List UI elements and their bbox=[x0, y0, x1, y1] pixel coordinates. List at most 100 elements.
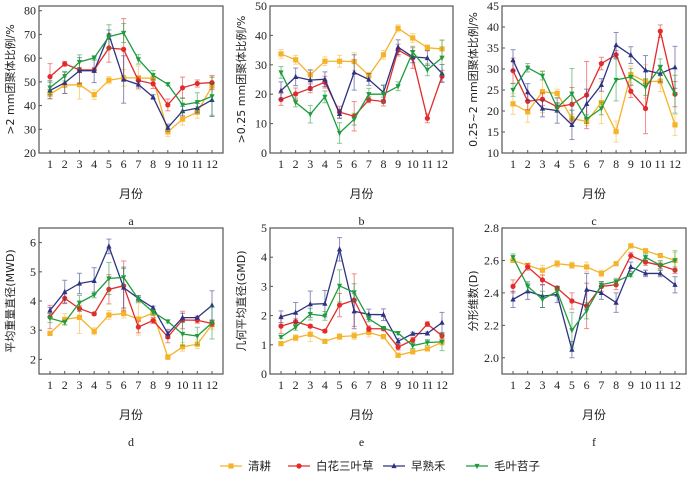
data-point bbox=[395, 25, 401, 31]
x-axis-label: 月份 bbox=[349, 408, 373, 422]
y-tick-label: 5 bbox=[261, 221, 267, 235]
data-point bbox=[307, 331, 313, 337]
data-point bbox=[62, 61, 68, 67]
data-point bbox=[395, 44, 401, 50]
data-point bbox=[322, 58, 328, 64]
data-point bbox=[510, 255, 516, 261]
panel-letter: b bbox=[359, 214, 365, 228]
data-point bbox=[150, 304, 156, 310]
data-point bbox=[336, 246, 343, 252]
legend-label: 毛叶苕子 bbox=[494, 459, 540, 473]
plot-frame bbox=[269, 5, 454, 154]
data-point bbox=[554, 261, 560, 267]
data-point bbox=[209, 94, 215, 100]
x-tick-label: 8 bbox=[380, 157, 386, 171]
data-point bbox=[135, 57, 141, 63]
data-point bbox=[351, 69, 357, 75]
data-point bbox=[642, 255, 649, 261]
x-tick-label: 3 bbox=[76, 378, 82, 392]
x-axis-label: 月份 bbox=[349, 187, 373, 201]
y-tick-label: 10 bbox=[487, 146, 499, 160]
x-tick-label: 9 bbox=[628, 378, 634, 392]
data-point bbox=[194, 100, 200, 106]
data-point bbox=[366, 92, 372, 98]
x-tick-label: 12 bbox=[206, 157, 218, 171]
data-point bbox=[584, 264, 590, 270]
series-3 bbox=[47, 261, 215, 347]
y-tick-label: 20 bbox=[255, 87, 267, 101]
data-point bbox=[569, 298, 575, 304]
data-point bbox=[642, 270, 649, 276]
data-point bbox=[121, 30, 127, 37]
series-2 bbox=[278, 237, 445, 345]
x-tick-label: 11 bbox=[191, 378, 203, 392]
data-point bbox=[657, 65, 663, 71]
data-point bbox=[165, 330, 171, 336]
data-point bbox=[525, 264, 531, 270]
series-line bbox=[280, 284, 443, 347]
data-point bbox=[439, 55, 445, 61]
x-tick-label: 1 bbox=[510, 378, 516, 392]
x-tick-label: 12 bbox=[669, 378, 681, 392]
data-point bbox=[584, 286, 590, 292]
panel-letter: f bbox=[592, 435, 596, 449]
data-point bbox=[76, 280, 83, 286]
y-tick-label: 5 bbox=[30, 265, 36, 279]
data-point bbox=[336, 130, 343, 137]
x-tick-label: 4 bbox=[554, 157, 560, 171]
y-tick-label: 4 bbox=[30, 294, 36, 308]
series-1 bbox=[510, 24, 678, 135]
y-axis-label: >0.25 mm团聚体比例/% bbox=[234, 16, 248, 144]
data-point bbox=[657, 263, 663, 269]
data-point bbox=[121, 46, 127, 52]
data-point bbox=[410, 330, 416, 336]
x-tick-label: 7 bbox=[366, 157, 372, 171]
data-point bbox=[554, 90, 560, 96]
data-point bbox=[510, 57, 516, 63]
data-point bbox=[657, 28, 663, 34]
x-tick-label: 2 bbox=[62, 157, 68, 171]
legend-marker-icon bbox=[296, 463, 302, 469]
data-point bbox=[91, 277, 97, 283]
x-tick-label: 12 bbox=[206, 378, 218, 392]
data-point bbox=[336, 283, 343, 289]
data-point bbox=[62, 288, 68, 295]
series-line bbox=[280, 46, 443, 116]
y-tick-label: 2.2 bbox=[484, 318, 499, 332]
x-tick-label: 10 bbox=[177, 378, 189, 392]
data-point bbox=[278, 341, 284, 347]
data-point bbox=[628, 243, 634, 249]
data-point bbox=[539, 267, 546, 273]
series-1 bbox=[47, 18, 215, 112]
data-point bbox=[62, 79, 68, 85]
data-point bbox=[91, 328, 97, 334]
data-point bbox=[351, 308, 357, 314]
data-point bbox=[121, 76, 127, 82]
data-point bbox=[165, 354, 171, 360]
y-tick-label: 10 bbox=[255, 117, 267, 131]
y-tick-label: 2.0 bbox=[484, 351, 499, 365]
data-point bbox=[307, 76, 313, 83]
data-point bbox=[525, 284, 531, 290]
data-point bbox=[47, 74, 53, 80]
data-point bbox=[598, 106, 604, 112]
data-point bbox=[293, 325, 299, 331]
plot-frame bbox=[38, 227, 224, 375]
data-point bbox=[106, 276, 112, 282]
plot-frame bbox=[501, 227, 687, 375]
data-point bbox=[150, 309, 156, 316]
data-point bbox=[380, 311, 387, 317]
data-point bbox=[424, 115, 430, 121]
x-tick-label: 9 bbox=[628, 157, 634, 171]
x-tick-label: 9 bbox=[395, 157, 401, 171]
y-tick-label: 0 bbox=[261, 146, 267, 160]
data-point bbox=[91, 92, 97, 98]
data-point bbox=[165, 102, 171, 108]
data-point bbox=[135, 81, 141, 87]
x-tick-label: 5 bbox=[569, 378, 575, 392]
data-point bbox=[209, 302, 215, 308]
x-tick-label: 4 bbox=[322, 157, 328, 171]
data-point bbox=[194, 333, 200, 340]
data-point bbox=[672, 258, 678, 264]
y-tick-label: 3 bbox=[30, 323, 36, 337]
